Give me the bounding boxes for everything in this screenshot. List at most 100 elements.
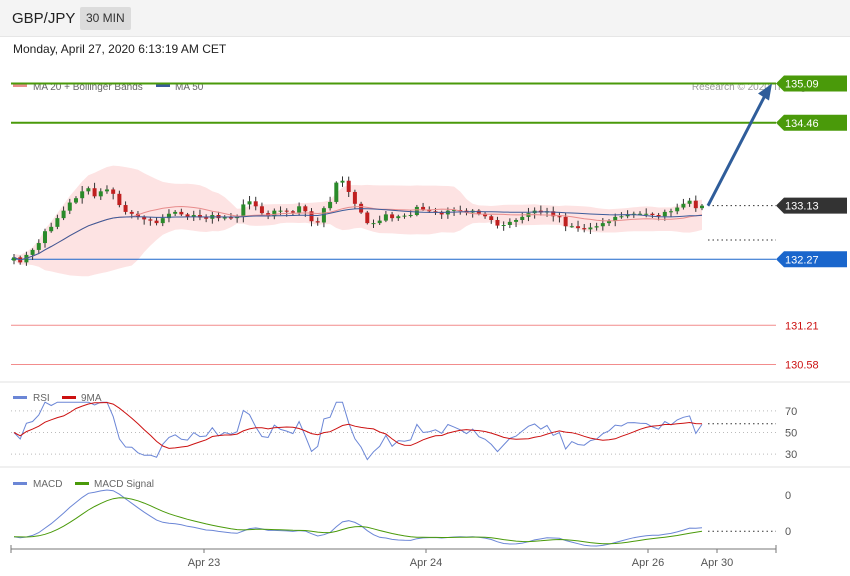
candle-body (278, 210, 283, 212)
candle-body (61, 210, 66, 219)
candle-body (166, 213, 171, 219)
candle-body (501, 224, 506, 226)
candle-body (588, 227, 593, 230)
candle-body (67, 202, 72, 211)
candle-body (24, 254, 29, 263)
candle-body (148, 219, 153, 221)
forecast-arrow-head (758, 83, 772, 101)
candle-body (390, 214, 395, 219)
candle-body (656, 215, 661, 217)
candle-body (42, 231, 47, 244)
candle-body (235, 216, 240, 219)
candle-body (408, 215, 413, 217)
candle-body (495, 220, 500, 226)
candle-body (613, 216, 618, 221)
candle-body (576, 226, 581, 229)
candle-body (414, 206, 419, 216)
level-label-134.46: 134.46 (785, 118, 819, 130)
macd-legend-label: MACD (33, 479, 62, 490)
candle-body (98, 191, 103, 197)
candle-body (687, 200, 692, 204)
x-tick-label: Apr 24 (410, 557, 442, 569)
candle-body (92, 188, 97, 197)
candle-body (142, 216, 147, 220)
candle-body (607, 220, 612, 224)
macd-signal-line (13, 497, 703, 545)
interval-button[interactable]: 30 MIN (80, 7, 131, 30)
x-tick-label: Apr 30 (701, 557, 733, 569)
candle-body (439, 211, 444, 215)
rsi-legend-swatch (13, 396, 27, 399)
candle-body (526, 213, 531, 217)
candle-body (557, 216, 562, 218)
candle-body (123, 205, 128, 212)
ma20-line (13, 205, 703, 261)
candle-body (222, 217, 227, 219)
credit-text: Research © 2020 Trading Central (692, 82, 841, 93)
rsi-tick-label: 50 (785, 428, 797, 440)
candle-body (179, 211, 184, 215)
macd-signal-legend-swatch (75, 482, 89, 485)
candle-body (464, 210, 469, 213)
level-label-133.13: 133.13 (785, 201, 819, 213)
macd-legend-swatch (13, 482, 27, 485)
macd-panel: 00 (13, 489, 791, 547)
candle-body (284, 210, 289, 212)
candle-body (551, 211, 556, 217)
candle-body (154, 220, 159, 224)
macd-tick-label: 0 (785, 490, 791, 502)
ma50-legend-swatch (156, 84, 170, 87)
candle-body (266, 213, 271, 217)
macd-tick-label: 0 (785, 526, 791, 538)
candle-body (538, 210, 543, 213)
candle-body (594, 226, 599, 228)
candle-body (359, 203, 364, 213)
rsi-ma-legend-swatch (62, 396, 76, 399)
candle-body (693, 200, 698, 209)
candle-body (18, 257, 23, 263)
candle-body (396, 216, 401, 219)
candle-body (55, 218, 60, 227)
candle-body (600, 223, 605, 227)
forecast-arrow-line (706, 92, 768, 207)
candle-body (216, 215, 221, 219)
candle-body (371, 223, 376, 225)
x-tick-label: Apr 26 (632, 557, 664, 569)
candle-body (569, 226, 574, 228)
rsi-tick-label: 70 (785, 406, 797, 418)
timestamp: Monday, April 27, 2020 6:13:19 AM CET (13, 42, 227, 56)
candle-body (669, 211, 674, 213)
candle-body (625, 214, 630, 217)
ma20-legend-swatch (13, 84, 27, 87)
candle-body (259, 206, 264, 214)
candle-body (135, 213, 140, 217)
candle-body (197, 215, 202, 218)
macd-signal-legend-label: MACD Signal (94, 479, 154, 490)
rsi-ma-line (13, 401, 703, 449)
candle-body (458, 210, 463, 212)
candle-body (117, 193, 122, 206)
candle-body (321, 208, 326, 223)
candlesticks (12, 176, 704, 266)
candle-body (290, 211, 295, 213)
candle-body (619, 216, 624, 218)
candle-body (507, 221, 512, 225)
ma20-legend-label: MA 20 + Bollinger Bands (33, 82, 143, 93)
candle-body (49, 226, 54, 232)
candle-body (253, 201, 258, 207)
candle-body (129, 211, 134, 214)
bollinger-band-area (14, 165, 702, 277)
candle-body (346, 180, 351, 192)
chart-header: GBP/JPY 30 MIN (0, 0, 850, 37)
ma50-line (13, 208, 703, 261)
candle-body (173, 211, 178, 214)
level-tag-134.46 (776, 114, 847, 131)
candle-body (204, 217, 209, 219)
candle-body (228, 217, 233, 219)
moving-averages (13, 205, 703, 261)
candle-body (470, 210, 475, 213)
candle-body (86, 188, 91, 192)
candle-body (489, 216, 494, 220)
candle-body (365, 212, 370, 224)
